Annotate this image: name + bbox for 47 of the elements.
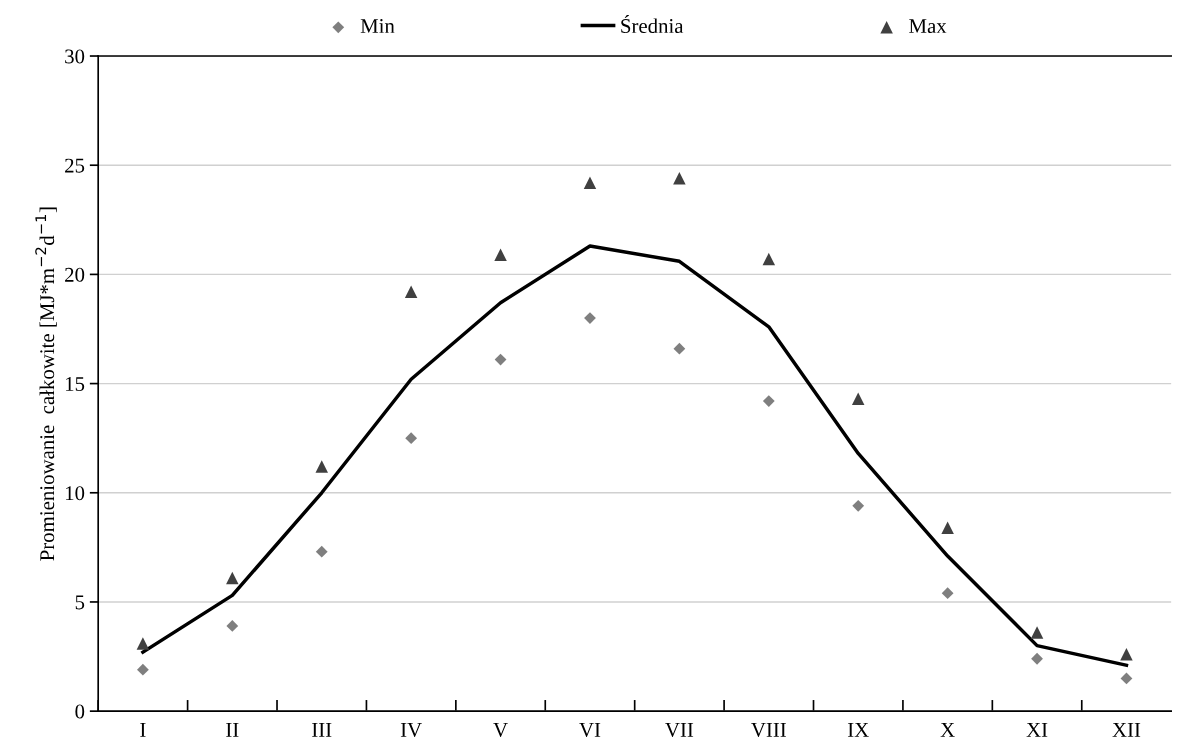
point xyxy=(136,637,150,650)
legend-label: Min xyxy=(360,19,395,33)
x-tick-label: VI xyxy=(579,723,601,738)
x-tick-label: VIII xyxy=(751,723,786,738)
point xyxy=(1120,672,1133,685)
y-tick-label: 30 xyxy=(65,49,85,64)
point xyxy=(851,392,865,406)
point xyxy=(226,571,239,585)
y-tick-label: 25 xyxy=(65,158,85,173)
point xyxy=(404,285,418,299)
point xyxy=(494,353,507,366)
x-tick-label: X xyxy=(940,723,955,737)
point xyxy=(494,248,507,261)
legend-label: Średnia xyxy=(621,15,684,34)
x-tick-label: IV xyxy=(400,723,422,738)
point xyxy=(226,620,239,632)
point xyxy=(1120,648,1133,661)
point xyxy=(673,342,686,355)
point xyxy=(137,663,149,676)
x-tick-label: IX xyxy=(847,723,869,737)
y-axis-title: Promieniowanie całkowite [MJ*m$^{−2}$d$^{−1}$] xyxy=(35,207,57,561)
y-tick-label: 20 xyxy=(65,267,85,282)
point xyxy=(673,172,686,185)
x-tick-label: III xyxy=(312,723,332,737)
x-tick-label: XII xyxy=(1112,723,1141,737)
y-tick-label: 0 xyxy=(75,704,85,719)
point xyxy=(1031,652,1043,665)
y-tick-label: 5 xyxy=(75,595,85,610)
x-tick-label: VII xyxy=(665,723,694,738)
point xyxy=(762,252,776,266)
point xyxy=(762,395,775,407)
x-tick-label: I xyxy=(140,723,146,737)
point xyxy=(315,460,328,473)
point xyxy=(583,176,597,189)
x-tick-label: V xyxy=(493,723,508,738)
y-tick-label: 15 xyxy=(65,377,85,392)
x-tick-label: XI xyxy=(1026,723,1048,737)
line-series xyxy=(141,244,1129,668)
point xyxy=(405,432,418,445)
legend-label: Max xyxy=(909,19,947,34)
point xyxy=(1030,626,1044,639)
point xyxy=(941,587,954,600)
point xyxy=(941,521,954,534)
y-tick-label: 10 xyxy=(65,486,85,501)
x-tick-label: II xyxy=(226,723,239,737)
point xyxy=(852,499,865,512)
point xyxy=(315,545,328,558)
